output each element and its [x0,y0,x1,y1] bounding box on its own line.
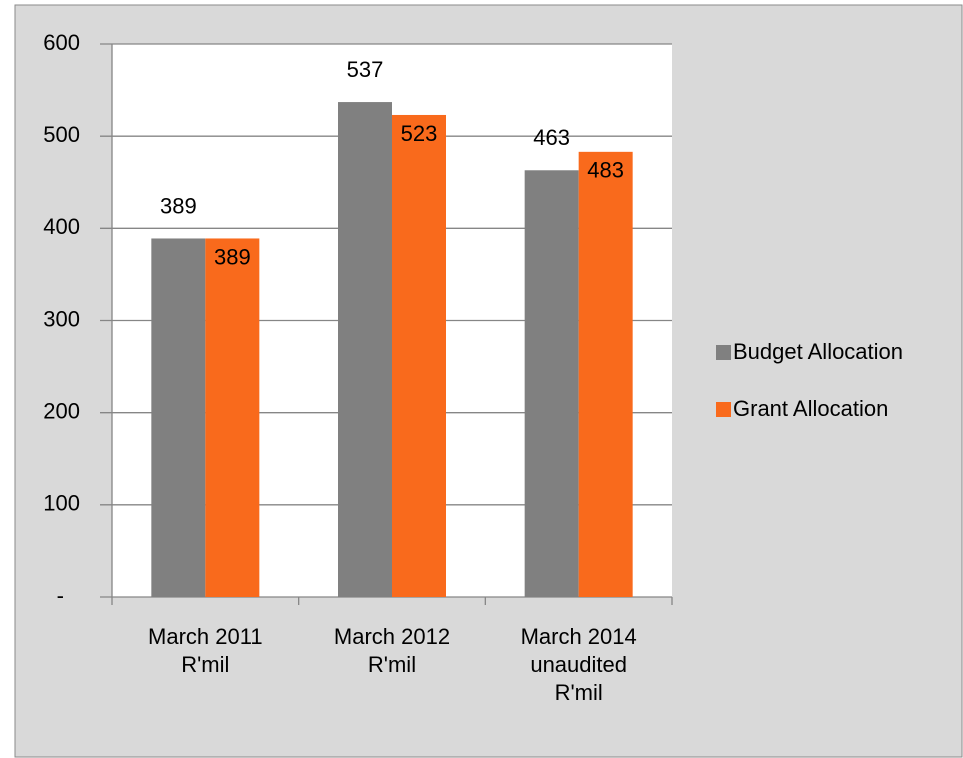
y-tick-label: 300 [43,306,80,331]
bar [151,238,206,597]
data-label: 389 [214,244,251,269]
bar [205,238,260,597]
bar [392,114,446,598]
x-tick-label-line: R'mil [368,652,416,677]
data-label: 463 [533,125,570,150]
data-label: 389 [160,193,197,218]
x-tick-label-line: March 2014 [521,624,637,649]
legend-label: Budget Allocation [733,339,903,364]
data-label: 483 [587,158,624,183]
legend-swatch [716,345,731,360]
y-tick-label: 500 [43,122,80,147]
x-tick-label-line: R'mil [181,652,229,677]
data-label: 523 [401,121,438,146]
x-tick-label-line: March 2011 [148,624,263,649]
y-tick-label: - [57,583,64,608]
y-tick-label: 100 [43,491,80,516]
y-tick-label: 600 [43,30,80,55]
x-tick-label: March 2014 unaudited R'mil [521,624,637,705]
legend-label: Grant Allocation [733,396,888,421]
y-tick-label: 400 [43,214,80,239]
bar [578,151,633,597]
x-tick-label-line: March 2012 [334,624,450,649]
x-tick-label-line: R'mil [555,680,603,705]
bar [338,102,392,597]
x-tick-label: March 2011 R'mil [148,624,263,677]
x-tick-label-line: unaudited [530,652,627,677]
y-tick-label: 200 [43,398,80,423]
legend-swatch [716,402,731,417]
bar [524,170,579,598]
data-label: 537 [347,57,384,82]
x-tick-label: March 2012 R'mil [334,624,450,677]
